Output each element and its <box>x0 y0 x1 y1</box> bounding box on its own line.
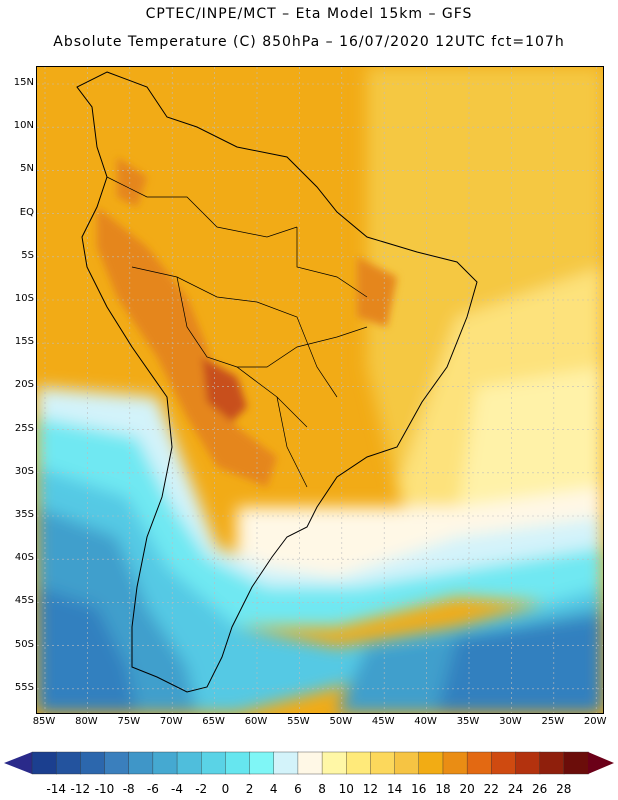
colorbar-label: 28 <box>556 782 572 796</box>
field-very-hot-north <box>117 157 147 207</box>
colorbar-label: 16 <box>411 782 427 796</box>
lat-label: EQ <box>19 206 34 218</box>
colorbar-swatch <box>346 751 372 775</box>
lat-label: 5N <box>20 163 34 175</box>
colorbar-swatch <box>273 751 299 775</box>
lat-label: 20S <box>14 379 34 391</box>
colorbar-swatch <box>418 751 444 775</box>
lat-label: 15N <box>13 77 34 88</box>
colorbar-swatch <box>321 751 347 775</box>
map-title: CPTEC/INPE/MCT – Eta Model 15km – GFS <box>145 6 473 22</box>
colorbar-swatch <box>491 751 517 775</box>
colorbar-swatch <box>80 751 106 775</box>
lat-label: 35S <box>14 509 34 520</box>
colorbar-swatch <box>128 751 154 775</box>
lon-label: 70W <box>159 716 183 727</box>
country-borders <box>106 176 368 488</box>
colorbar-label: 22 <box>483 782 499 796</box>
colorbar-swatch <box>152 751 178 775</box>
lat-label: 15S <box>14 336 34 348</box>
colorbar-swatch <box>176 751 202 775</box>
lon-label: 35W <box>456 716 480 727</box>
lat-label: 50S <box>14 638 34 650</box>
field-pale-band <box>457 367 603 517</box>
lon-label: 30W <box>499 716 522 727</box>
lon-label: 20W <box>583 716 607 727</box>
colorbar-label: 24 <box>507 782 524 796</box>
colorbar-label: 20 <box>459 782 475 796</box>
lat-label: 25S <box>14 422 34 434</box>
colorbar-label: 6 <box>294 782 302 796</box>
colorbar-swatch <box>104 751 130 775</box>
colorbar-label: -10 <box>94 782 115 796</box>
colorbar-label: -12 <box>70 782 91 796</box>
lat-label: 10N <box>13 120 34 132</box>
colorbar-label: 8 <box>318 782 326 796</box>
colorbar-label: -8 <box>122 782 135 796</box>
colorbar-swatch <box>394 751 420 775</box>
map-subtitle: Absolute Temperature (C) 850hPa – 16/07/… <box>53 34 565 50</box>
colorbar-label: 18 <box>435 782 451 796</box>
lat-label: 30S <box>14 465 34 477</box>
colorbar-label: -6 <box>146 782 159 796</box>
lon-label: 55W <box>287 716 310 727</box>
colorbar-swatch <box>515 751 541 775</box>
lon-label: 25W <box>541 716 565 727</box>
lon-label: 40W <box>414 716 437 727</box>
field-blue-4 <box>37 587 137 713</box>
lon-label: 45W <box>371 716 395 727</box>
colorbar-label: -4 <box>171 782 184 796</box>
lon-label: 80W <box>75 716 98 727</box>
colorbar-label: -2 <box>195 782 208 796</box>
lon-label: 75W <box>117 716 141 727</box>
colorbar-label: 26 <box>532 782 548 796</box>
colorbar-high-arrow <box>588 752 614 774</box>
colorbar-swatch <box>370 751 396 775</box>
colorbar-swatch <box>539 751 565 775</box>
colorbar-low-arrow <box>4 752 32 774</box>
colorbar-label: 14 <box>386 782 403 796</box>
colorbar-swatch <box>466 751 493 775</box>
lat-label: 10S <box>14 293 34 304</box>
color-scale-bar <box>4 751 614 775</box>
colorbar-label: 10 <box>338 782 354 796</box>
colorbar-swatch <box>563 751 589 775</box>
lon-label: 50W <box>329 716 353 727</box>
lon-label: 65W <box>202 716 225 727</box>
field-very-hot-andes <box>97 207 277 487</box>
lat-lon-grid <box>37 67 603 713</box>
field-cool-pale <box>37 387 603 607</box>
field-cyan <box>37 417 603 627</box>
colorbar-swatch <box>249 751 275 775</box>
colorbar-swatch <box>442 751 468 775</box>
colorbar-swatch <box>201 751 227 775</box>
temperature-map <box>36 66 604 714</box>
colorbar-label: 12 <box>362 782 379 796</box>
colorbar-swatch <box>55 751 82 775</box>
field-hottest <box>202 357 247 422</box>
field-very-hot-east <box>357 257 397 327</box>
lat-label: 45S <box>14 595 34 607</box>
colorbar-swatch <box>31 751 57 775</box>
colorbar-label: 2 <box>245 782 254 796</box>
lat-label: 5S <box>21 249 34 261</box>
lat-label: 55S <box>14 681 34 693</box>
colorbar-label: 0 <box>221 782 230 796</box>
colorbar-swatch <box>225 751 251 775</box>
colorbar-swatch <box>297 751 323 775</box>
continent-outline <box>76 71 478 693</box>
colorbar-label: 4 <box>269 782 278 796</box>
lon-label: 85W <box>32 716 56 727</box>
lat-label: 40S <box>14 552 34 564</box>
colorbar-label: -14 <box>46 782 66 796</box>
lon-label: 60W <box>244 716 268 727</box>
